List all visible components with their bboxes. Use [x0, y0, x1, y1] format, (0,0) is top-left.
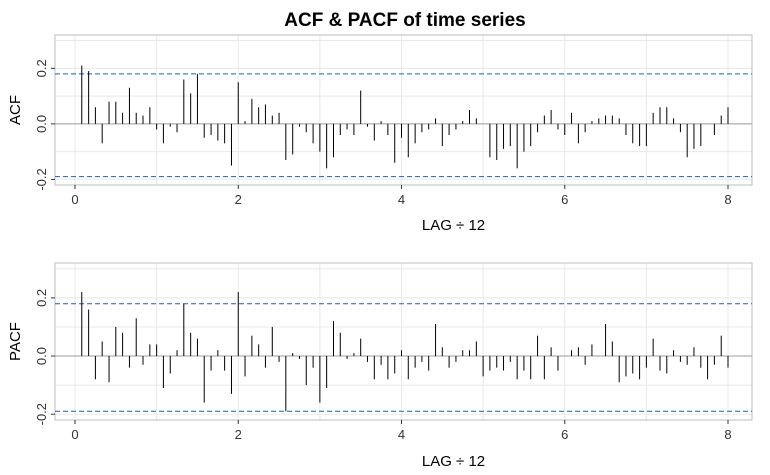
y-tick-label: -0.2: [34, 403, 49, 425]
y-tick-label: 0.2: [34, 289, 49, 307]
x-tick-label: 6: [561, 427, 568, 442]
pacf-panel: 0 2 4 6 8 -0.2 0.0 0.2 LAG ÷ 12 PACF: [7, 262, 753, 470]
figure-title: ACF & PACF of time series: [284, 10, 525, 31]
x-tick-label: 2: [235, 192, 242, 207]
x-tick-label: 8: [724, 192, 731, 207]
pacf-y-axis-title: PACF: [7, 322, 24, 361]
pacf-grid: [55, 263, 752, 420]
pacf-x-axis-title: LAG ÷ 12: [422, 453, 485, 470]
acf-panel: 0 2 4 6 8 -0.2 0.0 0.2 LAG ÷ 12 ACF: [7, 34, 753, 234]
x-tick-label: 2: [235, 427, 242, 442]
x-tick-label: 0: [71, 427, 78, 442]
pacf-bars: [81, 292, 729, 412]
x-tick-label: 4: [398, 427, 405, 442]
acf-x-axis-title: LAG ÷ 12: [422, 217, 485, 234]
x-tick-label: 4: [398, 192, 405, 207]
y-tick-label: 0.2: [34, 59, 49, 77]
y-tick-label: 0.0: [34, 115, 49, 133]
acf-grid: [55, 35, 752, 185]
y-tick-label: 0.0: [34, 347, 49, 365]
acf-bars: [81, 65, 729, 169]
x-tick-label: 8: [724, 427, 731, 442]
pacf-panel-frame: [54, 262, 753, 421]
x-tick-label: 6: [561, 192, 568, 207]
y-tick-label: -0.2: [34, 168, 49, 190]
x-tick-label: 0: [71, 192, 78, 207]
acf-y-axis-title: ACF: [7, 95, 24, 125]
acf-panel-frame: [54, 34, 753, 186]
